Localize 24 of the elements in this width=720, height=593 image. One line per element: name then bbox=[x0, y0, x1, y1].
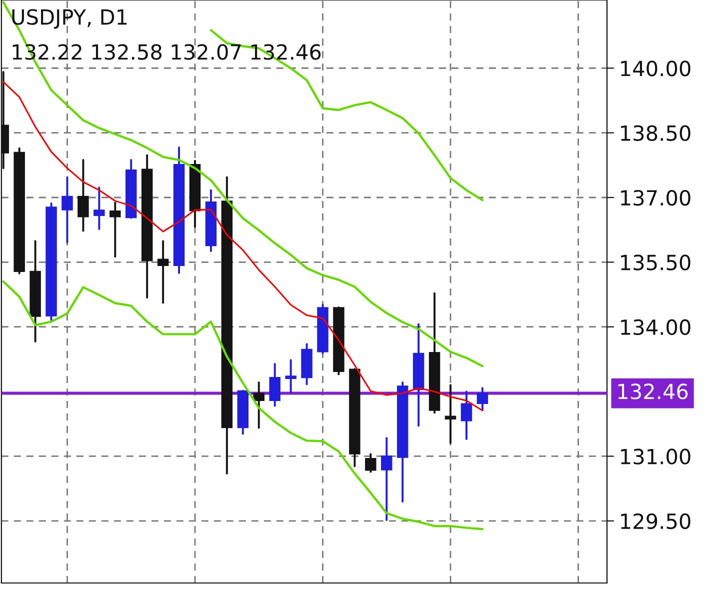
candlestick bbox=[157, 240, 169, 304]
candlestick bbox=[78, 159, 89, 232]
y-tick-label: 135.50 bbox=[621, 254, 690, 270]
line-series bbox=[2, 81, 484, 412]
ref-line-label: 132.46 bbox=[618, 384, 688, 400]
candlestick bbox=[94, 186, 105, 230]
y-tick-label: 138.50 bbox=[621, 125, 690, 142]
line-series bbox=[2, 1, 484, 368]
candlestick bbox=[269, 362, 280, 407]
candlestick bbox=[110, 202, 121, 258]
candlestick bbox=[253, 382, 264, 429]
y-tick-label: 137.00 bbox=[621, 190, 690, 206]
candlestick bbox=[381, 437, 392, 522]
candlestick bbox=[62, 176, 73, 244]
candlestick bbox=[476, 387, 488, 412]
candlestick bbox=[444, 384, 456, 444]
y-tick-label: 129.50 bbox=[621, 513, 690, 530]
candlestick bbox=[365, 453, 376, 473]
candlestick bbox=[285, 359, 296, 394]
line-series bbox=[2, 280, 484, 530]
y-tick-label: 140.00 bbox=[621, 60, 690, 76]
y-tick-label: 134.00 bbox=[621, 319, 690, 336]
y-tick-label: 131.00 bbox=[621, 448, 690, 464]
candlestick bbox=[460, 390, 472, 440]
